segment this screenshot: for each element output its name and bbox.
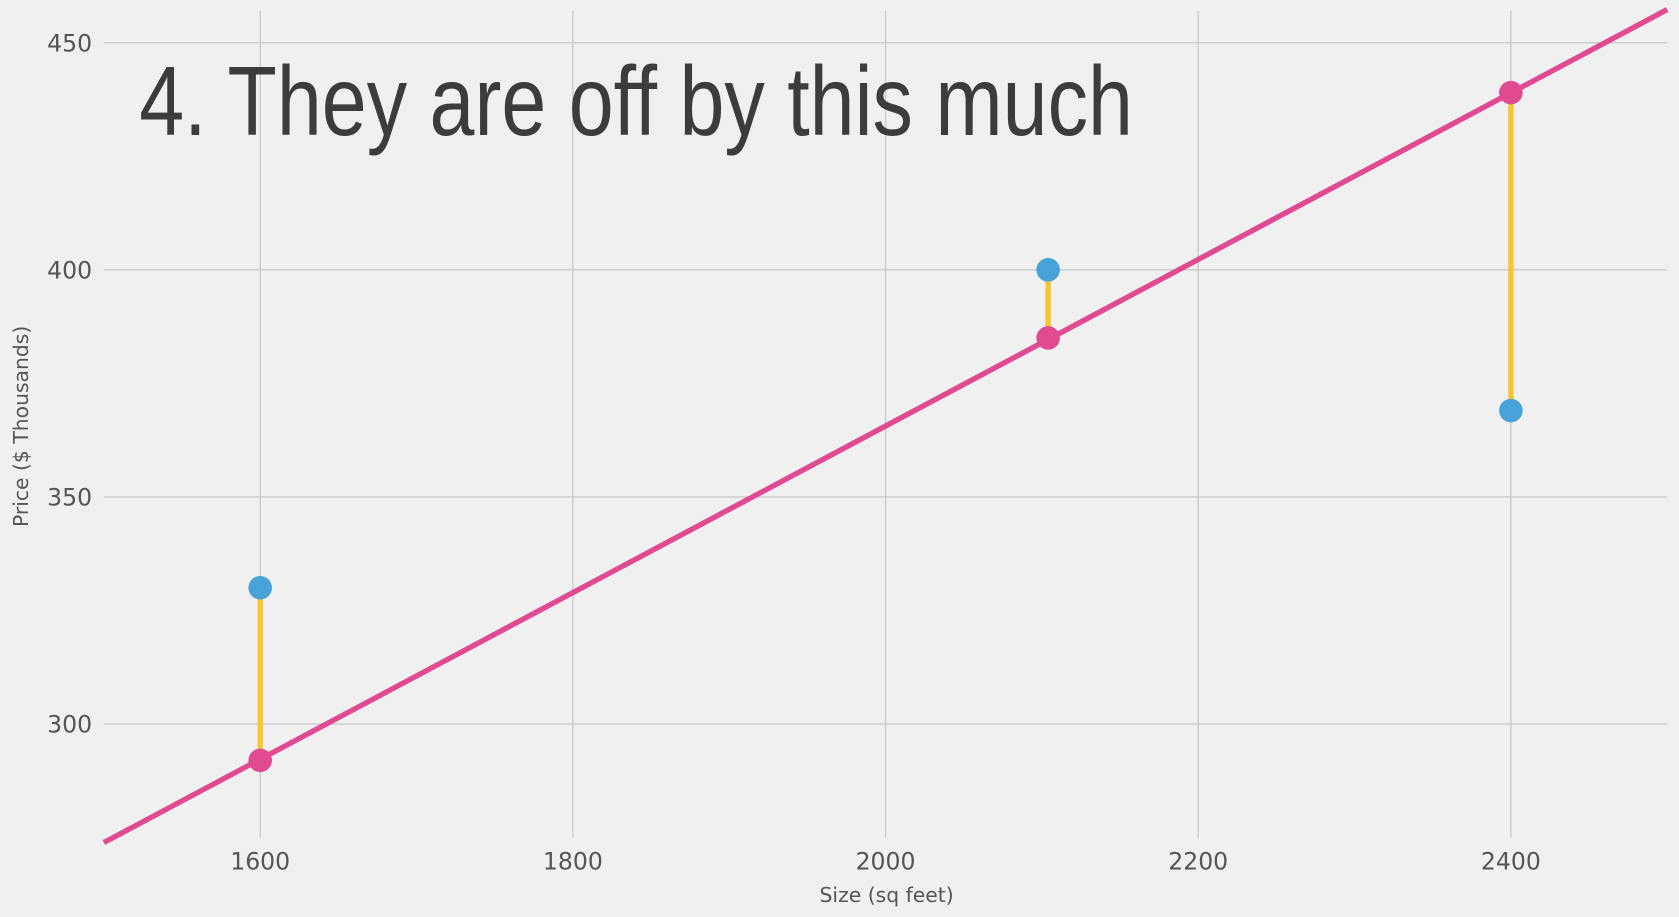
marks bbox=[102, 7, 1669, 845]
actual-point bbox=[1499, 398, 1523, 423]
actual-point bbox=[1036, 258, 1060, 282]
x-tick-label: 2000 bbox=[856, 848, 916, 876]
predicted-point bbox=[1499, 80, 1523, 105]
x-tick-label: 2400 bbox=[1481, 848, 1541, 876]
x-axis-label: Size (sq feet) bbox=[820, 883, 954, 907]
y-tick-label: 450 bbox=[47, 29, 92, 57]
regression-line bbox=[102, 7, 1669, 845]
x-tick-label: 1600 bbox=[230, 848, 290, 876]
x-tick-label: 1800 bbox=[543, 848, 603, 876]
predicted-point bbox=[248, 748, 272, 773]
y-tick-label: 400 bbox=[47, 256, 92, 284]
tick-labels: 1600 1800 2000 2200 2400 300 350 400 450 bbox=[47, 29, 1541, 875]
y-tick-label: 350 bbox=[47, 483, 92, 511]
grid bbox=[103, 10, 1668, 838]
x-tick-label: 2200 bbox=[1168, 848, 1228, 876]
actual-point bbox=[248, 575, 272, 600]
y-axis-label: Price ($ Thousands) bbox=[9, 326, 33, 527]
chart-title: 4. They are off by this much bbox=[139, 46, 1133, 156]
y-tick-label: 300 bbox=[47, 711, 92, 739]
predicted-point bbox=[1036, 326, 1060, 350]
